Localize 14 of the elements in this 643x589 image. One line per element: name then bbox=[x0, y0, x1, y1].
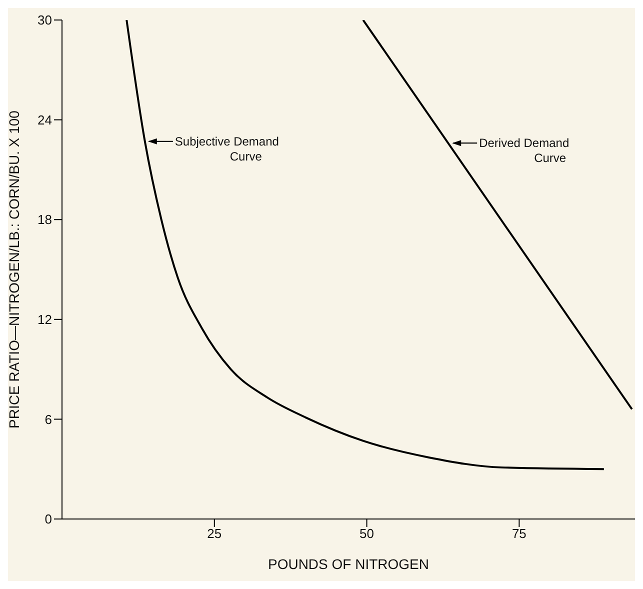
annotation: Subjective Demand Curve bbox=[174, 134, 279, 164]
x-axis-title: POUNDS OF NITROGEN bbox=[268, 556, 430, 572]
y-tick-label: 12 bbox=[38, 312, 52, 328]
x-tick-label: 25 bbox=[207, 526, 222, 542]
y-tick-label: 6 bbox=[44, 412, 52, 427]
y-tick-label: 18 bbox=[38, 212, 52, 228]
x-tick-label: 50 bbox=[360, 526, 374, 542]
y-axis-title: PRICE RATIO—NITROGEN/LB.: CORN/BU. X 100 bbox=[6, 110, 22, 428]
y-tick-label: 0 bbox=[44, 512, 52, 527]
line-series bbox=[126, 20, 605, 470]
y-tick-label: 24 bbox=[38, 112, 52, 128]
annotation: Derived Demand Curve bbox=[479, 136, 570, 166]
y-tick-label: 30 bbox=[38, 12, 52, 28]
x-tick-label: 75 bbox=[512, 526, 526, 542]
